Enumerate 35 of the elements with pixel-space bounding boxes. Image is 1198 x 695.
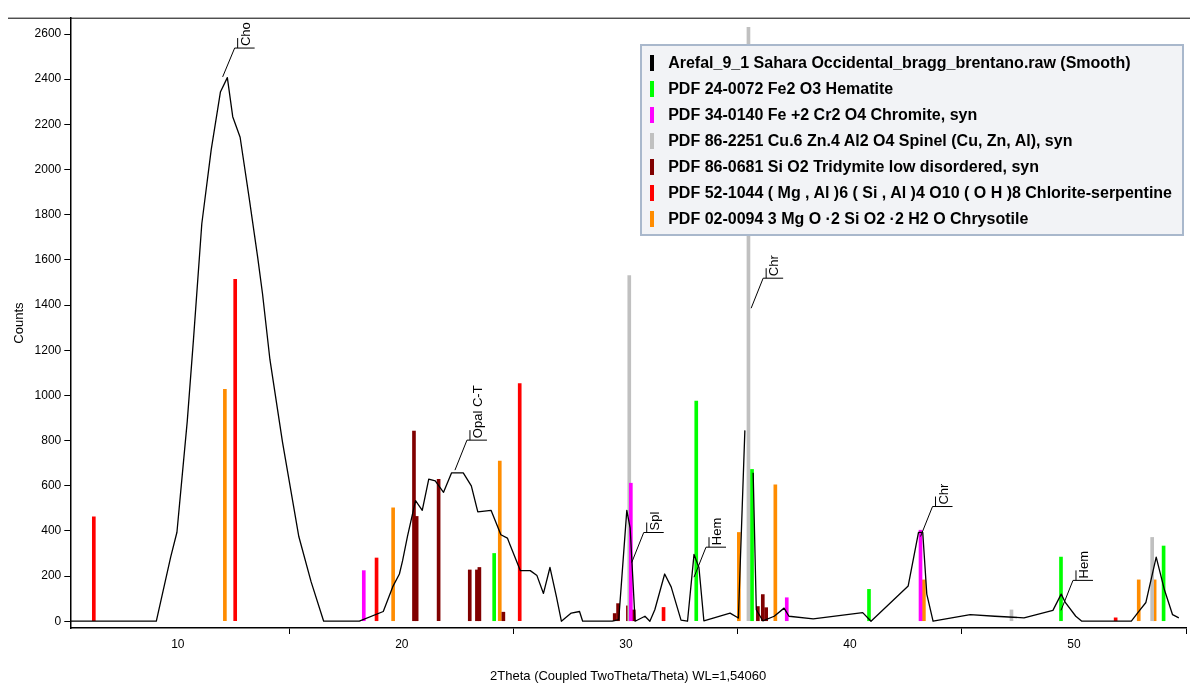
legend-label: PDF 24-0072 Fe2 O3 Hematite: [668, 79, 894, 99]
y-axis-title: Counts: [11, 302, 27, 344]
annotation: Hem: [709, 517, 725, 546]
x-tick-label: 10: [171, 636, 185, 651]
x-tick-label: 30: [619, 636, 633, 651]
annotation: Opal C-T: [469, 385, 485, 439]
annotation: Hem: [1075, 550, 1091, 579]
y-tick-label: 2200: [34, 116, 62, 131]
x-axis-title: 2Theta (Coupled TwoTheta/Theta) WL=1,54060: [490, 667, 767, 683]
y-tick-label: 200: [41, 568, 62, 583]
y-tick-label: 0: [54, 613, 62, 628]
legend-label: PDF 52-1044 ( Mg , Al )6 ( Si , Al )4 O10 ( O H )8 Chlorite-serpentine: [668, 183, 1172, 203]
y-tick-label: 1800: [34, 207, 62, 221]
annotation: Chr: [935, 482, 951, 505]
y-tick-label: 1200: [34, 342, 62, 357]
y-tick-label: 1000: [34, 387, 62, 402]
x-tick-label: 50: [1067, 636, 1081, 651]
y-tick-label: 800: [41, 432, 62, 447]
y-tick-label: 1400: [34, 297, 62, 312]
x-tick-label: 40: [843, 636, 857, 651]
x-tick-label: 20: [395, 636, 409, 651]
legend-label: PDF 86-2251 Cu.6 Zn.4 Al2 O4 Spinel (Cu, Zn, Al), syn: [668, 131, 1073, 151]
y-tick-label: 2600: [34, 26, 62, 41]
legend-label: PDF 86-0681 Si O2 Tridymite low disordered, syn: [668, 157, 1039, 177]
y-tick-label: 600: [41, 478, 62, 493]
y-tick-label: 2400: [34, 71, 62, 86]
legend-label: PDF 02-0094 3 Mg O ·2 Si O2 ·2 H2 O Chrysotile: [668, 209, 1029, 229]
y-tick-label: 2000: [34, 161, 62, 176]
annotation: Cho: [237, 22, 253, 47]
legend-label: PDF 34-0140 Fe +2 Cr2 O4 Chromite, syn: [668, 105, 978, 125]
legend-label: Arefal_9_1 Sahara Occidental_bragg_brentano.raw (Smooth): [668, 53, 1131, 73]
y-tick-label: 1600: [34, 252, 62, 267]
annotation: Spl: [646, 511, 662, 531]
y-tick-label: 400: [41, 523, 62, 538]
annotation: Chr: [766, 254, 782, 277]
